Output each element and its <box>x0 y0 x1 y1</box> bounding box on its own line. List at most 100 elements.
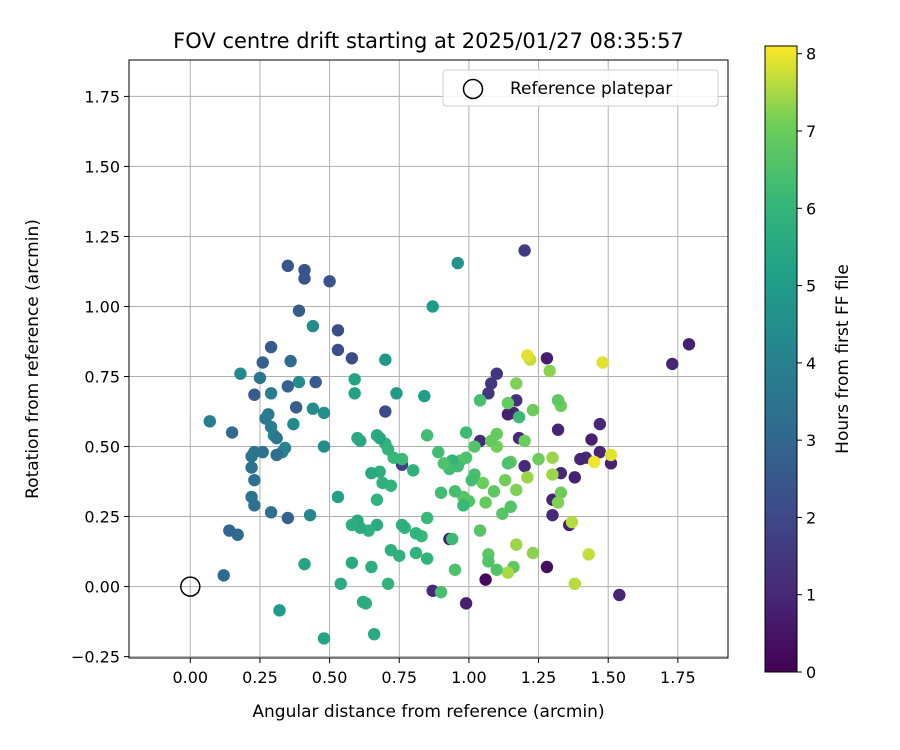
data-point <box>379 405 392 418</box>
data-point <box>512 410 526 424</box>
data-point <box>459 426 473 439</box>
data-point <box>284 354 297 368</box>
data-point <box>426 300 439 313</box>
data-point <box>217 569 230 582</box>
data-points <box>180 244 696 645</box>
data-point <box>234 367 247 380</box>
data-point <box>248 388 261 401</box>
data-point <box>317 632 331 645</box>
data-point <box>317 440 331 453</box>
data-point <box>203 415 216 428</box>
data-point <box>345 518 359 532</box>
y-tick-label: 1.50 <box>84 157 120 176</box>
data-point <box>484 434 498 448</box>
data-point <box>348 387 361 400</box>
data-point <box>351 431 364 445</box>
data-point <box>532 452 545 466</box>
data-point <box>445 532 459 546</box>
data-point <box>395 518 409 532</box>
data-point <box>264 506 278 519</box>
data-point <box>518 434 531 448</box>
data-point <box>409 546 423 560</box>
data-point <box>365 466 378 480</box>
data-point <box>259 412 272 425</box>
data-point <box>496 507 509 520</box>
data-point <box>551 496 565 509</box>
colorbar-label: Hours from first FF file <box>833 264 853 454</box>
y-tick-label: 1.25 <box>84 227 120 246</box>
colorbar-tick-label: 6 <box>806 199 816 218</box>
data-point <box>476 476 490 490</box>
data-point <box>479 496 492 509</box>
colorbar-tick-label: 2 <box>806 508 816 527</box>
data-point <box>245 450 258 463</box>
y-tick-label: 1.00 <box>84 297 120 316</box>
x-tick-label: 1.25 <box>521 668 557 687</box>
data-point <box>585 433 598 446</box>
data-point <box>270 431 283 445</box>
data-point <box>682 338 696 351</box>
x-tick-label: 0.25 <box>242 668 278 687</box>
data-point <box>370 429 384 442</box>
data-point <box>434 486 448 499</box>
data-point <box>331 343 345 357</box>
legend-entry-label: Reference platepar <box>510 79 672 99</box>
data-point <box>518 244 531 257</box>
x-axis-label: Angular distance from reference (arcmin) <box>252 702 604 722</box>
data-point <box>551 423 565 436</box>
data-point <box>256 356 269 369</box>
data-point <box>487 485 501 498</box>
colorbar-tick-label: 4 <box>806 354 816 373</box>
data-point <box>334 577 347 590</box>
data-point <box>420 511 434 525</box>
reference-platepar-marker <box>180 576 201 597</box>
data-point <box>482 387 495 400</box>
data-point <box>504 500 517 513</box>
data-point <box>521 349 534 362</box>
data-point <box>434 585 448 599</box>
y-tick-label: 0.25 <box>84 508 120 527</box>
data-point <box>418 389 431 403</box>
data-point <box>565 515 579 529</box>
data-point <box>568 471 581 484</box>
data-point <box>582 548 595 561</box>
data-point <box>273 604 286 617</box>
data-point <box>546 468 559 481</box>
data-point <box>540 352 554 365</box>
data-point <box>223 524 236 537</box>
data-point <box>546 508 559 522</box>
data-point <box>568 577 581 590</box>
data-point <box>574 452 587 466</box>
data-point <box>298 272 311 285</box>
data-point <box>379 353 392 366</box>
data-point <box>551 394 565 407</box>
legend-open-circle-marker <box>462 78 484 100</box>
data-point <box>376 476 389 490</box>
colorbar-tick-label: 7 <box>806 122 816 141</box>
colorbar: 0 1 2 3 4 5 6 7 8 Hours from first FF file <box>764 45 853 682</box>
data-point <box>521 471 534 484</box>
data-point <box>323 275 336 288</box>
x-tick-label: 0.00 <box>172 668 208 687</box>
data-point <box>356 595 370 609</box>
data-point <box>604 448 618 462</box>
data-point <box>331 490 345 504</box>
data-point <box>554 486 568 499</box>
data-point <box>473 524 487 537</box>
data-point <box>345 556 359 569</box>
data-point <box>666 357 679 371</box>
data-point <box>309 375 322 389</box>
data-point <box>501 408 515 421</box>
data-point <box>451 256 464 270</box>
x-axis-ticks: 0.00 0.25 0.50 0.75 1.00 1.25 1.50 1.75 <box>172 658 696 687</box>
data-point <box>518 459 531 473</box>
data-point <box>448 563 462 576</box>
data-point <box>381 577 395 590</box>
data-point <box>437 457 451 470</box>
colorbar-tick-label: 1 <box>806 586 816 605</box>
data-point <box>526 546 540 560</box>
data-point <box>526 403 540 417</box>
data-point <box>370 493 384 506</box>
data-point <box>465 473 478 487</box>
